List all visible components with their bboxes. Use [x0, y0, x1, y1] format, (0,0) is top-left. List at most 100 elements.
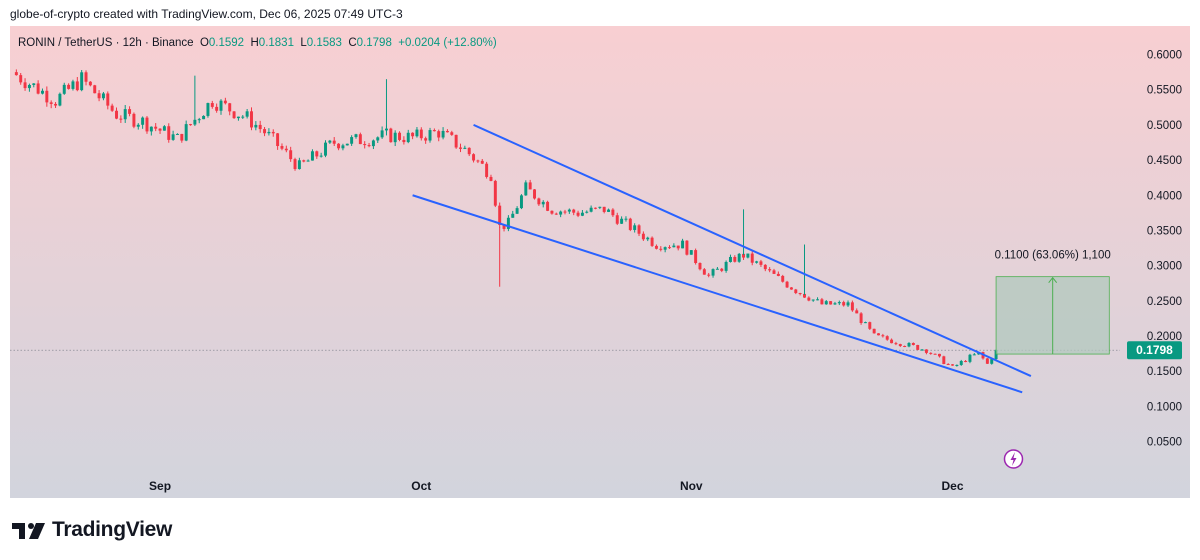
- candle: [154, 123, 158, 132]
- candle-body: [589, 207, 593, 212]
- candle: [898, 343, 902, 347]
- candle-body: [354, 134, 358, 138]
- candle-body: [829, 301, 833, 305]
- candle: [515, 206, 519, 214]
- candle-body: [663, 247, 667, 250]
- candle-body: [820, 299, 824, 305]
- candle-body: [863, 322, 867, 324]
- candle: [807, 296, 811, 302]
- candle: [763, 264, 767, 272]
- candle: [445, 129, 449, 133]
- candle-body: [280, 146, 284, 149]
- candle: [933, 353, 937, 355]
- candle-body: [293, 159, 297, 170]
- candle-body: [97, 93, 101, 99]
- candle: [450, 130, 454, 136]
- price-chart[interactable]: 0.1100 (63.06%) 1,100 0.65000.60000.5500…: [10, 26, 1190, 498]
- candle: [293, 157, 297, 171]
- candle: [920, 349, 924, 351]
- candle-body: [737, 253, 741, 262]
- candle: [332, 137, 336, 147]
- tradingview-logo-icon: [12, 523, 45, 539]
- x-tick-label: Dec: [942, 479, 964, 493]
- channel-line-lower: [412, 194, 1023, 394]
- candle-body: [528, 182, 532, 190]
- candle: [476, 159, 480, 164]
- candle: [728, 254, 732, 263]
- candle: [328, 139, 332, 145]
- high-label: H: [250, 37, 259, 49]
- candle-body: [816, 299, 820, 301]
- candle-body: [219, 100, 223, 111]
- candle-body: [964, 361, 968, 363]
- candle: [345, 143, 349, 146]
- candle-body: [842, 302, 846, 306]
- candle: [415, 127, 419, 138]
- y-tick-label: 0.5000: [1147, 120, 1182, 132]
- candle: [955, 364, 959, 367]
- candle-body: [794, 289, 798, 294]
- candle: [641, 231, 645, 241]
- candle: [554, 212, 558, 215]
- y-tick-label: 0.2000: [1147, 331, 1182, 343]
- candle: [924, 349, 928, 355]
- candle-body: [450, 132, 454, 135]
- candle-body: [289, 150, 293, 160]
- candle: [890, 338, 894, 344]
- candle: [628, 217, 632, 232]
- candle-body: [598, 206, 602, 208]
- candle-body: [541, 201, 545, 205]
- tradingview-logo[interactable]: TradingView: [12, 518, 172, 542]
- y-tick-label: 0.4000: [1147, 190, 1182, 202]
- candle-body: [846, 302, 850, 306]
- candle-body: [702, 269, 706, 275]
- candle: [411, 132, 415, 140]
- candle-body: [154, 126, 158, 129]
- candle-body: [424, 138, 428, 141]
- ohlc-legend: RONIN / TetherUS · 12h · Binance O0.1592…: [18, 37, 497, 49]
- candle-body: [167, 126, 171, 140]
- candle: [398, 131, 402, 142]
- candle-body: [985, 358, 989, 364]
- candle-body: [728, 256, 732, 262]
- candle: [937, 353, 941, 358]
- candle-body: [101, 93, 105, 99]
- candle-body: [223, 100, 227, 104]
- candle-body: [811, 299, 815, 301]
- candle: [276, 133, 280, 150]
- candle: [694, 248, 698, 265]
- candle: [58, 92, 62, 107]
- candle: [685, 240, 689, 256]
- candle: [110, 103, 114, 112]
- candle-body: [158, 128, 162, 131]
- candle: [972, 352, 976, 356]
- candle: [654, 244, 658, 250]
- candle: [942, 355, 946, 365]
- candle-body: [898, 344, 902, 347]
- candle-body: [937, 353, 941, 357]
- candle-body: [607, 209, 611, 212]
- candle: [842, 300, 846, 307]
- candle: [720, 267, 724, 273]
- candle: [358, 132, 362, 145]
- candle: [881, 333, 885, 338]
- candle: [437, 129, 441, 142]
- candle-body: [171, 134, 175, 140]
- candle-body: [781, 275, 785, 282]
- candle: [223, 97, 227, 105]
- candle: [850, 300, 854, 312]
- candle: [711, 268, 715, 278]
- x-tick-label: Sep: [149, 479, 171, 493]
- candle-body: [698, 263, 702, 270]
- candle: [589, 205, 593, 213]
- candle-body: [681, 240, 685, 249]
- candle-body: [615, 215, 619, 224]
- candle: [297, 157, 301, 170]
- chart-area[interactable]: 0.1100 (63.06%) 1,100 0.65000.60000.5500…: [10, 26, 1190, 498]
- candle: [776, 271, 780, 277]
- candle-body: [119, 118, 123, 120]
- candle: [441, 127, 445, 140]
- candle: [315, 150, 319, 159]
- candle: [145, 116, 149, 134]
- candle-body: [763, 264, 767, 270]
